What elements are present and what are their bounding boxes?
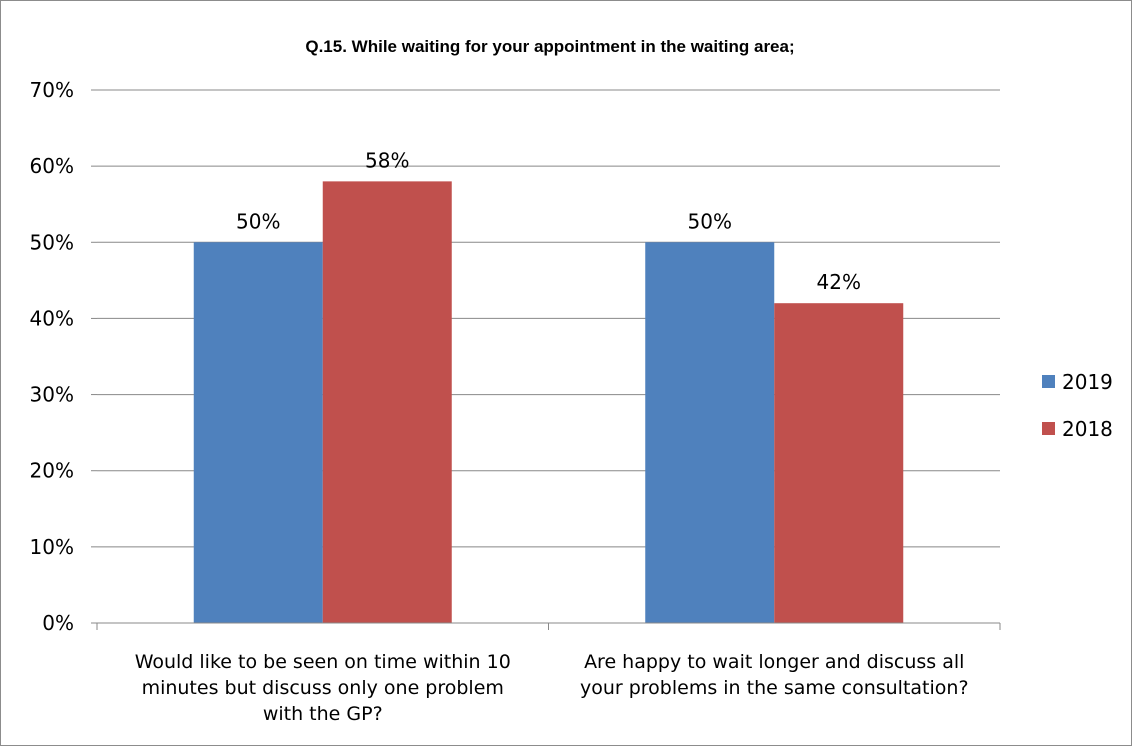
- legend-swatch: [1042, 422, 1055, 435]
- category-label-line: Would like to be seen on time within 10: [135, 651, 511, 673]
- y-tick-label: 20%: [30, 459, 74, 483]
- bar-2019: [645, 242, 775, 624]
- y-tick-label: 0%: [42, 611, 74, 635]
- category-label-line: minutes but discuss only one problem: [142, 677, 504, 699]
- category-label: Would like to be seen on time within 10 m…: [135, 651, 511, 725]
- category-label-line: your problems in the same consultation?: [580, 677, 969, 699]
- y-tick-label: 10%: [30, 535, 74, 559]
- data-label: 50%: [688, 209, 732, 233]
- bars: [193, 181, 904, 624]
- y-tick-label: 60%: [30, 154, 74, 178]
- legend: 2019 2018: [1042, 370, 1113, 441]
- chart-title: Q.15. While waiting for your appointment…: [305, 37, 794, 56]
- category-label: Are happy to wait longer and discuss all…: [580, 651, 969, 699]
- legend-swatch: [1042, 375, 1055, 388]
- data-label: 50%: [236, 209, 280, 233]
- y-tick-label: 30%: [30, 383, 74, 407]
- category-label-line: with the GP?: [263, 703, 383, 725]
- bar-2018: [322, 181, 452, 623]
- x-axis: [91, 89, 1001, 630]
- bar-2018: [774, 303, 904, 623]
- y-tick-label: 70%: [30, 78, 74, 102]
- category-labels: Would like to be seen on time within 10 m…: [135, 651, 969, 725]
- y-tick-label: 50%: [30, 230, 74, 254]
- data-labels: 50% 58% 50% 42%: [236, 148, 861, 294]
- category-label-line: Are happy to wait longer and discuss all: [584, 651, 964, 673]
- legend-label: 2019: [1062, 370, 1113, 394]
- y-axis-ticks: 0% 10% 20% 30% 40% 50% 60% 70%: [30, 78, 74, 635]
- legend-label: 2018: [1062, 417, 1113, 441]
- bar-2019: [193, 242, 323, 624]
- data-label: 58%: [365, 148, 409, 172]
- data-label: 42%: [817, 270, 861, 294]
- y-tick-label: 40%: [30, 306, 74, 330]
